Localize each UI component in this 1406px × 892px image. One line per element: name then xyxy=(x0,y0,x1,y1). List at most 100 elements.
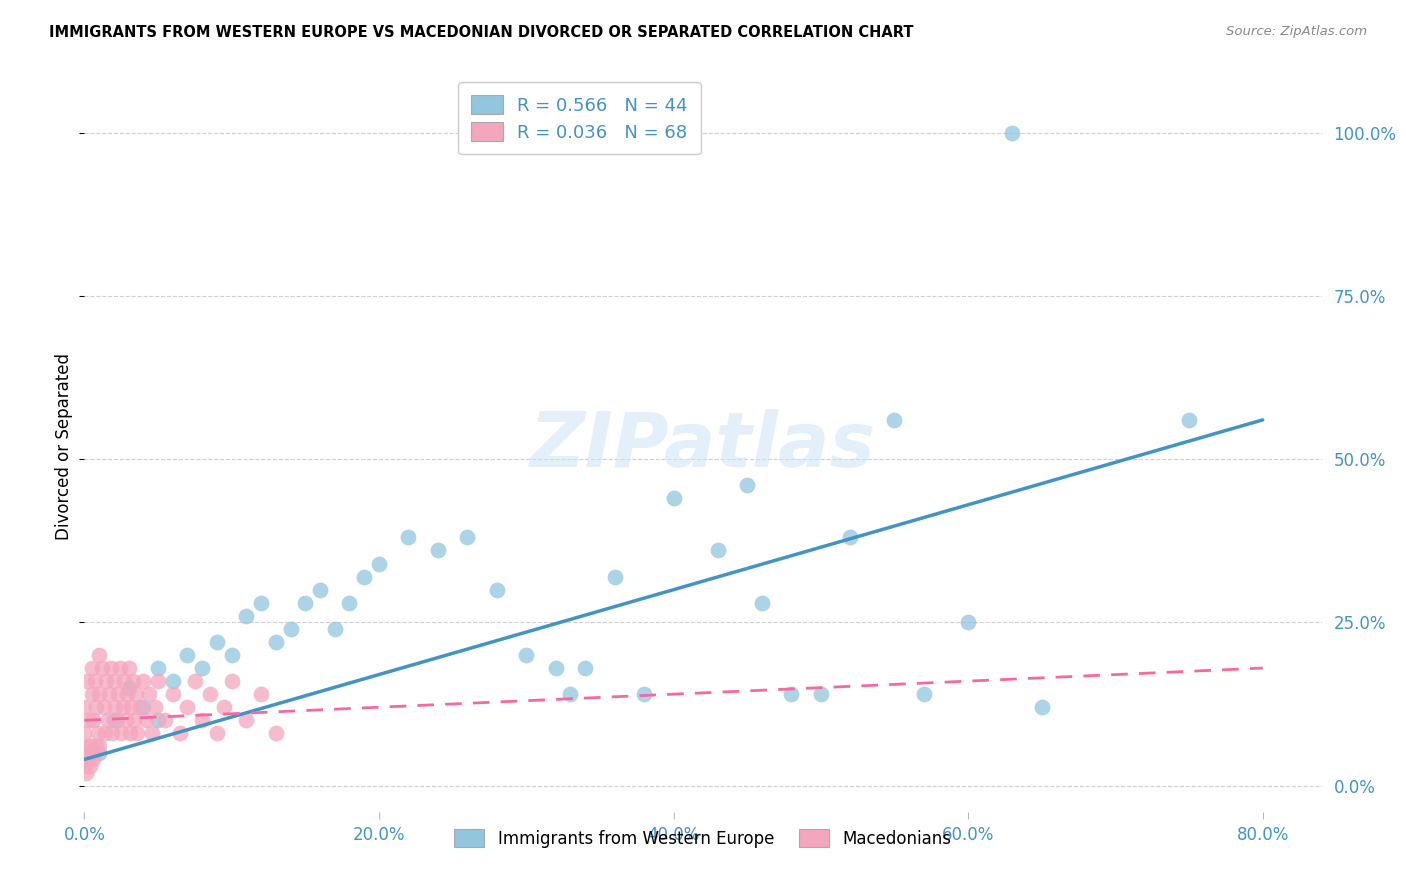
Point xyxy=(77,714,100,728)
Point xyxy=(101,726,124,740)
Point xyxy=(138,687,160,701)
Point xyxy=(100,661,122,675)
Point xyxy=(396,530,419,544)
Point xyxy=(706,543,728,558)
Legend: Immigrants from Western Europe, Macedonians: Immigrants from Western Europe, Macedoni… xyxy=(446,821,960,856)
Point xyxy=(883,413,905,427)
Point xyxy=(235,714,257,728)
Point xyxy=(235,608,257,623)
Point xyxy=(97,714,120,728)
Point xyxy=(309,582,332,597)
Point xyxy=(96,674,118,689)
Point xyxy=(839,530,862,544)
Point xyxy=(79,739,101,754)
Point xyxy=(135,714,157,728)
Point xyxy=(129,700,152,714)
Point xyxy=(339,596,361,610)
Point xyxy=(214,700,236,714)
Point xyxy=(87,648,110,662)
Point xyxy=(127,726,149,740)
Point xyxy=(83,674,105,689)
Point xyxy=(169,726,191,740)
Point xyxy=(76,674,98,689)
Point xyxy=(114,714,136,728)
Point xyxy=(79,759,101,773)
Point xyxy=(485,582,508,597)
Point xyxy=(1031,700,1053,714)
Point xyxy=(141,726,163,740)
Point xyxy=(94,726,117,740)
Point xyxy=(294,596,316,610)
Point xyxy=(112,674,135,689)
Point xyxy=(80,687,103,701)
Point xyxy=(143,700,166,714)
Point xyxy=(323,622,346,636)
Point xyxy=(353,569,375,583)
Point xyxy=(280,622,302,636)
Point xyxy=(73,700,96,714)
Point xyxy=(912,687,935,701)
Point xyxy=(250,596,273,610)
Point xyxy=(184,674,207,689)
Point xyxy=(264,635,287,649)
Point xyxy=(735,478,758,492)
Point xyxy=(456,530,478,544)
Point xyxy=(146,674,169,689)
Point xyxy=(98,687,121,701)
Point xyxy=(957,615,980,630)
Point xyxy=(117,661,139,675)
Point xyxy=(118,726,141,740)
Point xyxy=(77,739,100,754)
Point xyxy=(560,687,582,701)
Point xyxy=(146,714,169,728)
Point xyxy=(176,700,198,714)
Point xyxy=(124,714,146,728)
Point xyxy=(132,674,155,689)
Point xyxy=(191,714,214,728)
Point xyxy=(84,700,107,714)
Point xyxy=(76,752,98,766)
Point xyxy=(82,752,104,766)
Point xyxy=(221,674,243,689)
Point xyxy=(73,746,96,760)
Point xyxy=(115,687,138,701)
Point xyxy=(603,569,626,583)
Point xyxy=(205,726,228,740)
Point xyxy=(105,714,128,728)
Point xyxy=(264,726,287,740)
Point xyxy=(82,714,104,728)
Point xyxy=(162,674,184,689)
Point xyxy=(221,648,243,662)
Point xyxy=(662,491,685,506)
Point xyxy=(104,700,127,714)
Point xyxy=(191,661,214,675)
Text: ZIPatlas: ZIPatlas xyxy=(530,409,876,483)
Point xyxy=(86,726,108,740)
Point xyxy=(155,714,177,728)
Point xyxy=(87,687,110,701)
Point xyxy=(117,681,139,695)
Point xyxy=(176,648,198,662)
Point xyxy=(132,700,155,714)
Point xyxy=(544,661,567,675)
Point xyxy=(122,674,145,689)
Point xyxy=(780,687,803,701)
Point xyxy=(73,726,96,740)
Point xyxy=(125,687,148,701)
Point xyxy=(162,687,184,701)
Point xyxy=(1178,413,1201,427)
Text: IMMIGRANTS FROM WESTERN EUROPE VS MACEDONIAN DIVORCED OR SEPARATED CORRELATION C: IMMIGRANTS FROM WESTERN EUROPE VS MACEDO… xyxy=(49,25,914,40)
Point xyxy=(515,648,537,662)
Point xyxy=(111,700,134,714)
Point xyxy=(633,687,655,701)
Point xyxy=(205,635,228,649)
Point xyxy=(80,746,103,760)
Point xyxy=(368,557,391,571)
Point xyxy=(80,661,103,675)
Point xyxy=(110,726,132,740)
Point xyxy=(198,687,221,701)
Point xyxy=(108,661,131,675)
Point xyxy=(103,714,125,728)
Point xyxy=(1001,126,1024,140)
Point xyxy=(87,746,110,760)
